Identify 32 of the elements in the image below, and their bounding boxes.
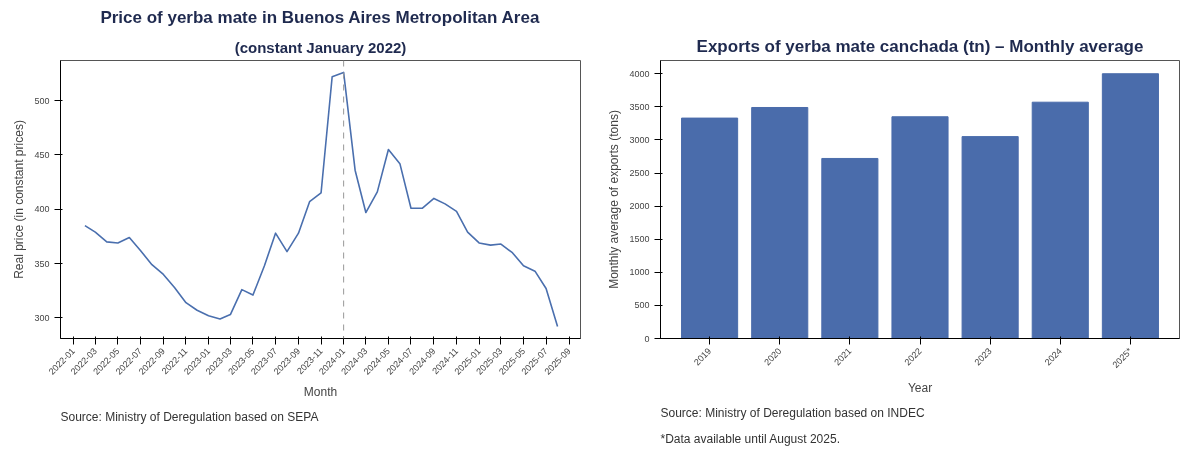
x-axis-title: Month — [303, 385, 338, 400]
y-axis-title: Real price (in constant prices) — [12, 120, 27, 279]
chart-subtitle: (constant January 2022) — [234, 38, 407, 56]
bar — [821, 157, 879, 339]
y-tick-label: 500 — [34, 95, 50, 106]
y-tick-label: 300 — [34, 312, 50, 323]
chart-title: Exports of yerba mate canchada (tn) – Monthly average — [696, 36, 1144, 56]
source-note: Source: Ministry of Deregulation based on INDEC — [660, 405, 925, 420]
y-tick-label: 3000 — [629, 134, 650, 145]
y-tick-label: 1500 — [629, 234, 650, 245]
bar — [1101, 73, 1159, 339]
bar — [961, 136, 1019, 339]
x-axis-title: Year — [907, 381, 933, 396]
y-tick-label: 0 — [644, 333, 650, 344]
source-note: Source: Ministry of Deregulation based on SEPA — [60, 409, 319, 424]
y-tick-label: 400 — [34, 204, 50, 215]
y-tick-label: 2500 — [629, 168, 650, 179]
y-tick-label: 2000 — [629, 201, 650, 212]
text: *Data available until August 2025. — [660, 431, 840, 446]
y-axis-title: Monthly average of exports (tons) — [607, 110, 622, 289]
y-tick-label: 1000 — [629, 267, 650, 278]
bar — [1031, 101, 1089, 339]
bar — [751, 107, 809, 339]
y-tick-label: 4000 — [629, 68, 650, 79]
y-tick-label: 3500 — [629, 101, 650, 112]
y-tick-label: 500 — [634, 300, 650, 311]
line-series — [84, 71, 559, 328]
bar — [681, 117, 739, 339]
y-tick-label: 450 — [34, 149, 50, 160]
y-tick-label: 350 — [34, 258, 50, 269]
chart-title: Price of yerba mate in Buenos Aires Metropolitan Area — [100, 7, 540, 27]
bar — [891, 116, 949, 339]
